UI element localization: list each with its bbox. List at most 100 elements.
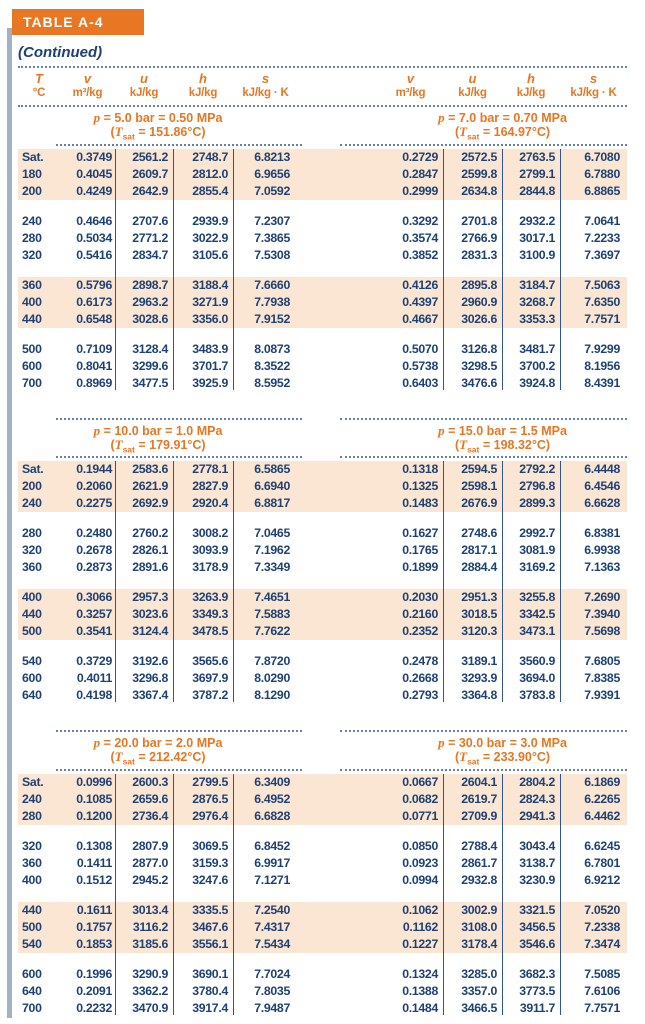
value-cell-right-s: 7.0520	[584, 902, 620, 917]
value-cell-left-v: 0.2678	[76, 543, 112, 557]
value-cell-right-u: 2604.1	[461, 774, 497, 789]
table-row: 440 0.1611 3013.4 3335.5 7.2540 0.1062 3002.9 3…	[18, 901, 627, 919]
row-gap-cell	[298, 653, 378, 670]
value-cell-left-s: 7.6660	[254, 277, 290, 292]
value-cell-right-u: 3120.3	[461, 624, 497, 638]
value-cell-left-u: 2945.2	[132, 872, 168, 887]
table-title: TABLE A-4	[23, 14, 104, 30]
value-cell-left-h: 2939.9	[192, 213, 228, 228]
dotted-rule-above-pressure	[18, 417, 627, 420]
value-cell-left-v: 0.4011	[76, 671, 112, 685]
value-cell-right-u: 3293.9	[461, 671, 497, 685]
value-cell-left-s: 7.7938	[254, 294, 290, 309]
value-cell-right-v: 0.4397	[402, 294, 438, 309]
table-row: 540 0.1853 3185.6 3556.1 7.5434 0.1227 3178.4 3…	[18, 935, 627, 953]
value-cell-right-v: 0.0994	[402, 872, 438, 887]
value-cell-left-s: 7.9152	[254, 311, 290, 326]
header-left-u-symbol: u	[140, 71, 148, 86]
row-gap-cell	[298, 341, 378, 358]
value-cell-right-h: 2844.8	[519, 183, 555, 198]
value-cell-left-v: 0.1853	[76, 936, 112, 951]
value-cell-right-s: 7.6805	[584, 654, 620, 668]
column-separator	[115, 773, 116, 1015]
value-cell-right-v: 0.1324	[402, 966, 438, 981]
pressure-header-spacer	[298, 424, 378, 457]
header-right-v-unit: m³/kg	[395, 87, 426, 99]
value-cell-left-v: 0.4045	[76, 166, 112, 181]
value-cell-left-h: 3335.5	[192, 902, 228, 917]
dotted-rule-right	[340, 730, 627, 732]
value-cell-left-s: 7.3865	[254, 230, 290, 245]
temp-cell: 440	[22, 607, 42, 621]
value-cell-left-s: 8.0290	[254, 671, 290, 685]
pressure-header-right-tsat: (Tsat = 198.32°C)	[454, 436, 551, 454]
value-cell-right-h: 3169.2	[519, 560, 555, 574]
header-right-u-unit: kJ/kg	[458, 87, 487, 99]
value-cell-right-u: 3357.0	[461, 983, 497, 998]
section-data: Sat. 0.3749 2561.2 2748.7 6.8213 0.2729 2572.5…	[18, 148, 627, 392]
value-cell-right-h: 3138.7	[519, 855, 555, 870]
column-separator	[173, 148, 174, 390]
row-gap-cell	[298, 149, 378, 166]
value-cell-right-h: 2899.3	[519, 496, 555, 510]
temp-cell: 360	[22, 560, 42, 574]
dotted-rule-below-pressure	[18, 456, 627, 458]
value-cell-right-s: 6.4546	[584, 479, 620, 493]
temp-cell: 500	[22, 341, 42, 356]
value-cell-left-h: 3263.9	[192, 590, 228, 604]
table-row: 700 0.2232 3470.9 3917.4 7.9487 0.1484 3466.5 3…	[18, 1000, 627, 1017]
value-cell-left-v: 0.7109	[76, 341, 112, 356]
value-cell-right-h: 2792.2	[519, 462, 555, 476]
value-cell-left-u: 2659.6	[132, 791, 168, 806]
value-cell-right-v: 0.3292	[402, 213, 438, 228]
value-cell-right-u: 2619.7	[461, 791, 497, 806]
value-cell-right-s: 6.7880	[584, 166, 620, 181]
value-cell-left-v: 0.2060	[76, 479, 112, 493]
value-cell-left-h: 2920.4	[192, 496, 228, 510]
value-cell-left-h: 2976.4	[192, 808, 228, 823]
pressure-header-right: p = 7.0 bar = 0.70 MPa (Tsat = 164.97°C)	[378, 111, 627, 144]
value-cell-right-h: 3353.3	[519, 311, 555, 326]
column-separator	[115, 461, 116, 702]
value-cell-left-u: 2692.9	[132, 496, 168, 510]
header-left-s: s kJ/kg · K	[233, 71, 298, 100]
value-cell-left-h: 3159.3	[192, 855, 228, 870]
value-cell-left-h: 3925.9	[192, 375, 228, 390]
pressure-header-left-pressure: p = 5.0 bar = 0.50 MPa	[93, 110, 223, 126]
pressure-header-left: p = 10.0 bar = 1.0 MPa (Tsat = 179.91°C)	[18, 422, 298, 457]
pressure-section: p = 5.0 bar = 0.50 MPa (Tsat = 151.86°C) p…	[18, 111, 627, 392]
table-row: 320 0.2678 2826.1 3093.9 7.1962 0.1765 2817.1 3…	[18, 542, 627, 559]
value-cell-right-h: 3100.9	[519, 247, 555, 262]
table-row: 200 0.4249 2642.9 2855.4 7.0592 0.2999 2634.8 2…	[18, 182, 627, 200]
value-cell-right-s: 6.8865	[584, 183, 620, 198]
header-right-s-unit: kJ/kg · K	[570, 87, 617, 99]
dotted-rule-right	[340, 143, 627, 146]
table-row: 500 0.7109 3128.4 3483.9 8.0873 0.5070 3126.8 3…	[18, 341, 627, 358]
header-right-s: s kJ/kg · K	[560, 71, 627, 100]
column-separator	[173, 773, 174, 1015]
value-cell-left-h: 3556.1	[192, 936, 228, 951]
value-cell-left-h: 3356.0	[192, 311, 228, 326]
value-cell-right-s: 6.8381	[584, 526, 620, 540]
value-cell-left-h: 3467.6	[192, 919, 228, 934]
value-cell-right-h: 3911.7	[519, 1000, 555, 1015]
value-cell-left-v: 0.8041	[76, 358, 112, 373]
value-cell-right-s: 7.5698	[584, 624, 620, 638]
header-left-h: h kJ/kg	[173, 71, 233, 100]
value-cell-left-s: 7.8720	[254, 654, 290, 668]
value-cell-left-s: 6.8213	[254, 149, 290, 164]
value-cell-left-u: 2760.2	[132, 526, 168, 540]
value-cell-right-h: 3694.0	[519, 671, 555, 685]
value-cell-right-s: 7.6106	[584, 983, 620, 998]
value-cell-left-v: 0.1085	[76, 791, 112, 806]
value-cell-left-s: 7.5308	[254, 247, 290, 262]
value-cell-right-v: 0.5738	[402, 358, 438, 373]
value-cell-right-h: 3560.9	[519, 654, 555, 668]
row-gap-cell	[298, 495, 378, 512]
value-cell-left-u: 2898.7	[132, 277, 168, 292]
pressure-header-left-pressure: p = 10.0 bar = 1.0 MPa	[93, 422, 223, 438]
value-cell-right-v: 0.1627	[402, 526, 438, 540]
row-gap-cell	[298, 983, 378, 1000]
value-cell-right-u: 2831.3	[461, 247, 497, 262]
table-row: 200 0.2060 2621.9 2827.9 6.6940 0.1325 2598.1 2…	[18, 478, 627, 495]
